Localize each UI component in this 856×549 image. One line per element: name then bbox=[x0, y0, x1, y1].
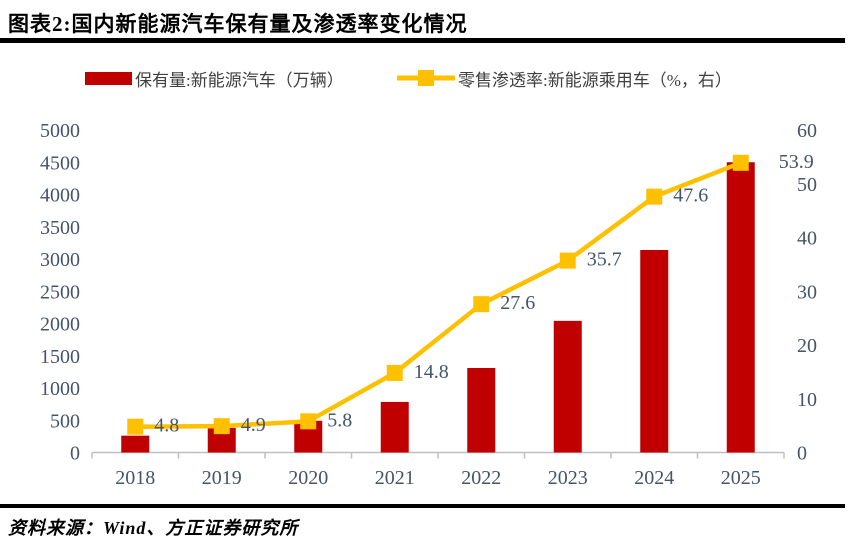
x-axis-category-label: 2024 bbox=[634, 467, 674, 489]
line-data-label-2020: 5.8 bbox=[327, 409, 352, 431]
line-marker-2022 bbox=[473, 296, 490, 313]
left-axis-tick-label: 3000 bbox=[40, 249, 80, 271]
bar-2018 bbox=[121, 435, 150, 453]
line-data-label-2019: 4.9 bbox=[241, 414, 266, 436]
line-data-label-2018: 4.8 bbox=[154, 415, 179, 437]
bar-2024 bbox=[640, 249, 669, 453]
line-series-swatch-icon bbox=[397, 70, 455, 86]
left-axis-tick-label: 0 bbox=[70, 443, 80, 465]
x-axis-category-label: 2022 bbox=[461, 467, 501, 489]
left-axis-tick-label: 500 bbox=[50, 410, 80, 432]
left-axis-tick-label: 2500 bbox=[40, 281, 80, 303]
x-axis-category-label: 2023 bbox=[548, 467, 588, 489]
line-marker-2024 bbox=[646, 188, 663, 205]
left-axis-tick-label: 5000 bbox=[40, 120, 80, 142]
legend-item-line-series: 零售渗透率:新能源乘用车（%，右） bbox=[397, 68, 732, 90]
x-axis-category-label: 2025 bbox=[721, 467, 761, 489]
bar-2025 bbox=[726, 162, 755, 453]
line-marker-2018 bbox=[127, 418, 144, 435]
legend-item-bar-series: 保有量:新能源汽车（万辆） bbox=[85, 68, 344, 90]
x-axis-category-label: 2020 bbox=[288, 467, 328, 489]
right-axis-tick-label: 30 bbox=[797, 281, 817, 303]
legend-label-line-series: 零售渗透率:新能源乘用车（%，右） bbox=[458, 70, 732, 90]
x-axis-category-label: 2018 bbox=[115, 467, 155, 489]
right-axis-tick-label: 20 bbox=[797, 335, 817, 357]
figure-title: 图表2:国内新能源汽车保有量及渗透率变化情况 bbox=[8, 12, 468, 36]
line-data-label-2022: 27.6 bbox=[500, 292, 535, 314]
footer-divider bbox=[0, 504, 845, 508]
left-axis-tick-label: 3500 bbox=[40, 217, 80, 239]
right-axis-tick-label: 40 bbox=[797, 228, 817, 250]
line-marker-2021 bbox=[386, 364, 403, 381]
line-data-label-2021: 14.8 bbox=[414, 361, 449, 383]
left-axis-tick-label: 4000 bbox=[40, 185, 80, 207]
right-axis-tick-label: 10 bbox=[797, 389, 817, 411]
right-axis-tick-label: 0 bbox=[797, 443, 807, 465]
left-axis-tick-label: 2000 bbox=[40, 314, 80, 336]
line-marker-2025 bbox=[732, 154, 749, 171]
title-divider bbox=[0, 38, 845, 43]
line-data-label-2024: 47.6 bbox=[673, 185, 708, 207]
source-note: 资料来源：Wind、方正证券研究所 bbox=[8, 518, 299, 538]
line-marker-2023 bbox=[559, 252, 576, 269]
bar-2022 bbox=[467, 368, 496, 453]
bar-2023 bbox=[553, 320, 582, 453]
bar-series-swatch-icon bbox=[85, 71, 132, 85]
bar-2021 bbox=[380, 401, 409, 453]
penetration-line bbox=[135, 160, 742, 429]
x-axis-category-label: 2019 bbox=[202, 467, 242, 489]
line-data-label-2023: 35.7 bbox=[587, 249, 622, 271]
line-data-label-2025: 53.9 bbox=[779, 151, 814, 173]
x-axis-category-label: 2021 bbox=[375, 467, 415, 489]
left-axis-tick-label: 1000 bbox=[40, 378, 80, 400]
line-marker-2020 bbox=[300, 413, 317, 430]
left-axis-tick-label: 4500 bbox=[40, 152, 80, 174]
legend-label-bar-series: 保有量:新能源汽车（万辆） bbox=[135, 70, 344, 90]
line-marker-2019 bbox=[213, 418, 230, 435]
left-axis-tick-label: 1500 bbox=[40, 346, 80, 368]
right-axis-tick-label: 50 bbox=[797, 174, 817, 196]
right-axis-tick-label: 60 bbox=[797, 120, 817, 142]
